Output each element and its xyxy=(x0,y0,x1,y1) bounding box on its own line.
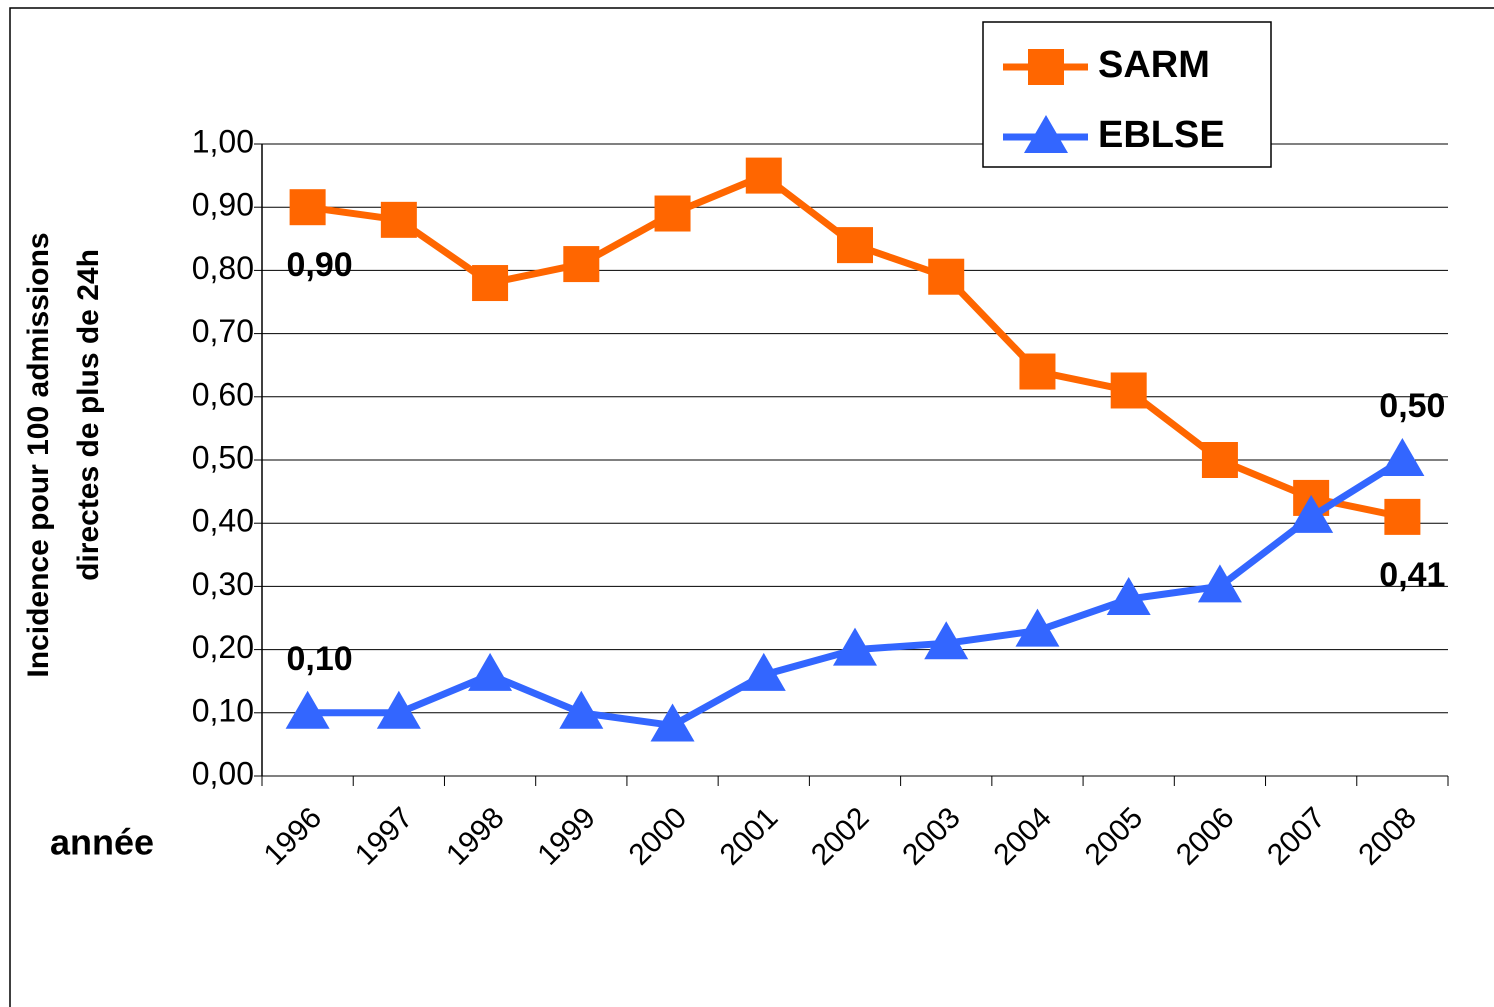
legend-marker xyxy=(1028,49,1064,85)
marker xyxy=(559,690,604,729)
marker xyxy=(1110,372,1147,409)
marker xyxy=(745,157,782,194)
marker xyxy=(1019,353,1056,390)
y-tick-label: 0,30 xyxy=(192,566,254,602)
marker xyxy=(472,265,509,302)
marker xyxy=(650,703,695,742)
marker xyxy=(924,621,969,660)
marker xyxy=(928,258,965,295)
y-tick-label: 0,70 xyxy=(192,313,254,349)
marker xyxy=(1015,608,1060,647)
marker xyxy=(289,189,326,226)
marker xyxy=(1289,494,1334,533)
marker xyxy=(741,652,786,691)
y-tick-label: 0,90 xyxy=(192,187,254,223)
x-axis-title: année xyxy=(50,822,154,863)
marker xyxy=(376,690,421,729)
marker xyxy=(1197,564,1242,603)
y-tick-label: 0,20 xyxy=(192,629,254,665)
marker xyxy=(1380,438,1425,476)
y-tick-label: 0,00 xyxy=(192,755,254,791)
marker xyxy=(1384,498,1421,535)
y-tick-label: 0,10 xyxy=(192,692,254,728)
y-axis-title: directes de plus de 24h xyxy=(72,249,105,581)
marker xyxy=(654,195,691,232)
marker xyxy=(380,201,417,238)
y-tick-label: 1,00 xyxy=(192,123,254,159)
y-axis-title: Incidence pour 100 admissions xyxy=(22,232,55,677)
marker xyxy=(837,227,873,264)
y-tick-label: 0,80 xyxy=(192,250,254,286)
y-tick-label: 0,40 xyxy=(192,503,254,539)
legend-label: SARM xyxy=(1098,44,1210,86)
y-tick-label: 0,60 xyxy=(192,376,254,412)
legend-label: EBLSE xyxy=(1098,114,1225,156)
marker xyxy=(1201,442,1238,478)
legend-marker xyxy=(1024,115,1068,153)
marker xyxy=(833,627,877,666)
y-tick-label: 0,50 xyxy=(192,439,254,475)
data-label: 0,50 xyxy=(1379,387,1445,425)
marker xyxy=(1106,577,1151,616)
data-label: 0,90 xyxy=(287,246,353,284)
marker xyxy=(563,246,600,283)
data-label: 0,10 xyxy=(287,640,353,678)
marker xyxy=(285,690,330,729)
data-label: 0,41 xyxy=(1379,556,1445,594)
marker xyxy=(468,652,513,691)
